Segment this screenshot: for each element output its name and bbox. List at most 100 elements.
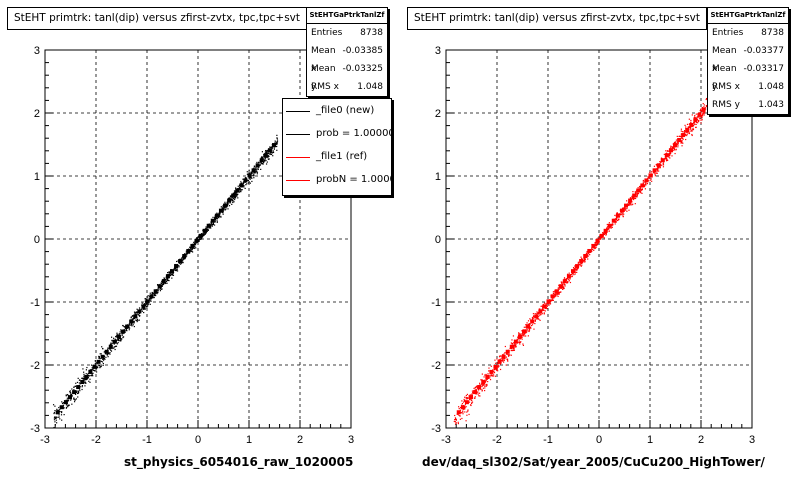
data-point (100, 353, 102, 355)
data-point (499, 355, 501, 357)
data-point (240, 189, 243, 191)
data-point (53, 412, 56, 414)
data-point-core (481, 380, 486, 385)
data-point (115, 335, 117, 338)
data-point (145, 303, 147, 305)
data-point (195, 247, 197, 249)
data-point (477, 391, 479, 393)
data-point (276, 141, 279, 143)
data-point (261, 156, 263, 158)
data-point (71, 395, 73, 397)
data-point (188, 252, 191, 254)
data-point (115, 345, 118, 347)
y-tick-label: 2 (34, 108, 40, 120)
data-point (232, 197, 234, 199)
data-point (139, 308, 141, 310)
data-point (700, 116, 703, 118)
data-point (699, 109, 701, 112)
data-point (222, 211, 224, 213)
data-point (611, 226, 613, 228)
data-point-core (88, 369, 93, 374)
data-point (669, 154, 671, 156)
data-point (269, 153, 271, 156)
data-point (629, 201, 631, 204)
data-point-core (178, 259, 183, 264)
data-point (551, 299, 553, 302)
data-point (586, 251, 588, 253)
data-point (688, 126, 690, 128)
data-point (481, 389, 483, 391)
data-point (469, 404, 472, 406)
data-point (251, 177, 253, 179)
data-point (98, 355, 100, 357)
data-point (196, 237, 198, 239)
data-point (53, 417, 56, 419)
data-point (263, 153, 265, 156)
data-point (698, 117, 701, 119)
data-point (194, 244, 197, 246)
data-point (696, 116, 698, 118)
data-point (460, 411, 462, 414)
data-point (67, 405, 69, 407)
data-point (62, 402, 65, 404)
data-point (636, 196, 638, 198)
data-point (699, 119, 701, 121)
data-point (56, 422, 58, 424)
data-point (118, 333, 120, 335)
data-point (190, 247, 192, 249)
data-point (462, 413, 464, 415)
data-point (235, 187, 237, 189)
data-point (607, 227, 609, 230)
data-point (687, 132, 689, 134)
data-point (482, 387, 484, 389)
data-point (161, 285, 163, 287)
data-point (54, 421, 56, 423)
data-point (226, 205, 229, 207)
data-point (193, 247, 195, 250)
data-point (116, 333, 118, 335)
data-point (95, 371, 98, 373)
data-point (462, 410, 464, 412)
y-tick-label: -3 (30, 423, 40, 435)
data-point-core (701, 107, 706, 112)
data-point (624, 207, 626, 209)
data-point (271, 148, 273, 150)
data-point (497, 366, 499, 368)
x-tick-label: -3 (441, 434, 451, 446)
data-point (455, 422, 457, 424)
data-point (571, 275, 573, 277)
data-point (125, 329, 127, 331)
data-point (220, 206, 222, 208)
data-point-core (214, 213, 219, 218)
data-point (459, 409, 462, 411)
data-point (661, 164, 663, 166)
data-point (120, 329, 122, 331)
data-point (81, 388, 83, 391)
data-point-core (271, 143, 276, 148)
data-point (145, 305, 147, 308)
data-point-core (100, 354, 105, 359)
data-point (266, 161, 268, 163)
data-point (580, 256, 582, 258)
data-point (99, 367, 101, 369)
data-point (677, 143, 679, 145)
data-point (206, 230, 208, 233)
data-point (107, 347, 109, 349)
data-point (266, 151, 268, 153)
data-point (106, 354, 108, 356)
data-point (149, 303, 151, 305)
data-point-core (116, 334, 121, 339)
data-point-core (153, 289, 158, 294)
data-point-core (137, 309, 142, 314)
data-point (558, 291, 560, 293)
data-point (172, 274, 175, 276)
data-point (143, 303, 145, 305)
data-point (623, 209, 625, 211)
data-point (615, 218, 617, 220)
data-point (665, 150, 667, 152)
data-point (665, 160, 668, 162)
data-point (500, 355, 502, 357)
data-point (131, 325, 133, 327)
data-point (267, 154, 269, 157)
data-point (496, 369, 498, 372)
